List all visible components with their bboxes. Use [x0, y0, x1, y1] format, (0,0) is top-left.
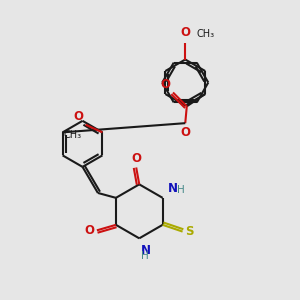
Text: O: O [180, 126, 190, 139]
Text: O: O [131, 152, 141, 165]
Text: O: O [73, 110, 83, 123]
Text: H: H [177, 185, 185, 195]
Text: N: N [141, 244, 151, 257]
Text: O: O [84, 224, 94, 237]
Text: O: O [180, 26, 190, 39]
Text: CH₃: CH₃ [197, 29, 215, 39]
Text: S: S [185, 225, 194, 238]
Text: O: O [160, 78, 170, 91]
Text: CH₃: CH₃ [64, 130, 82, 140]
Text: N: N [168, 182, 178, 195]
Text: H: H [141, 251, 148, 261]
